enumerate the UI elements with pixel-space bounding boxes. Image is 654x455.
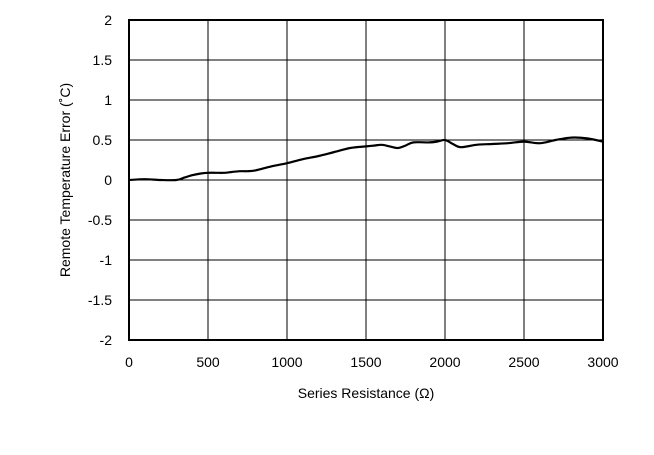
x-tick-label: 3000: [587, 354, 618, 370]
x-tick-label: 0: [125, 354, 133, 370]
y-tick-label: 0: [104, 172, 112, 188]
series-line: [127, 136, 605, 182]
y-tick-label: 2: [104, 12, 112, 28]
x-tick-label: 1500: [350, 354, 381, 370]
x-tick-label: 500: [196, 354, 220, 370]
y-tick-label: -1.5: [88, 292, 112, 308]
y-tick-label: -2: [100, 332, 113, 348]
x-tick-labels: 0 500 1000 1500 2000 2500 3000: [125, 354, 619, 370]
x-tick-label: 2000: [429, 354, 460, 370]
grid: [128, 19, 604, 341]
x-axis-title: Series Resistance (Ω): [298, 385, 435, 401]
y-tick-label: 1.5: [93, 52, 113, 68]
x-tick-label: 2500: [508, 354, 539, 370]
y-tick-label: 0.5: [93, 132, 113, 148]
x-tick-label: 1000: [271, 354, 302, 370]
y-tick-label: -1: [100, 252, 113, 268]
y-tick-label: 1: [104, 92, 112, 108]
y-tick-label: -0.5: [88, 212, 112, 228]
y-tick-labels: 2 1.5 1 0.5 0 -0.5 -1 -1.5 -2: [88, 12, 112, 348]
y-axis-title: Remote Temperature Error (˚C): [57, 83, 73, 277]
